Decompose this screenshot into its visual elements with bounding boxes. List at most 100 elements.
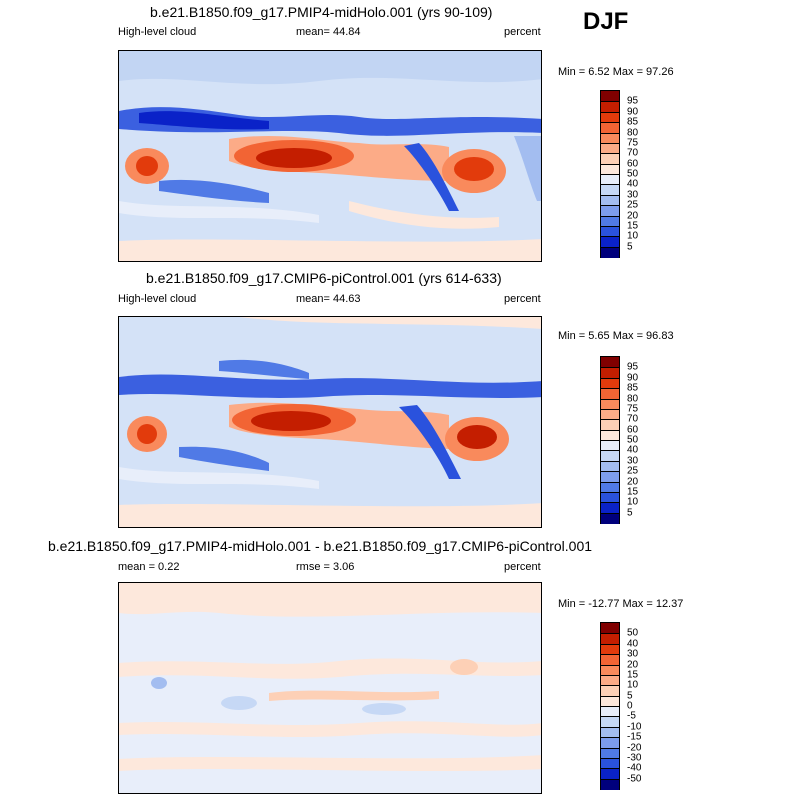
colorbar-label: 90 bbox=[627, 372, 639, 384]
colorbar-tick bbox=[601, 654, 619, 656]
colorbar-tick bbox=[601, 246, 619, 248]
panel-2-variable-label: High-level cloud bbox=[118, 293, 197, 305]
colorbar-label: 0 bbox=[627, 700, 633, 712]
colorbar-label: 75 bbox=[627, 137, 639, 149]
colorbar-label: 70 bbox=[627, 147, 639, 159]
colorbar-tick bbox=[601, 633, 619, 635]
colorbar-label: 95 bbox=[627, 361, 639, 373]
colorbar-swatch bbox=[601, 654, 619, 665]
panel-2-units-label: percent bbox=[504, 293, 541, 305]
colorbar-swatch bbox=[601, 716, 619, 728]
colorbar-label: 30 bbox=[627, 189, 639, 201]
colorbar-label: 75 bbox=[627, 403, 639, 415]
colorbar-label: -20 bbox=[627, 742, 642, 753]
colorbar-label: 30 bbox=[627, 455, 639, 467]
colorbar-tick bbox=[601, 132, 619, 134]
colorbar-swatch bbox=[601, 460, 619, 472]
panel-1-field bbox=[119, 51, 541, 261]
panel-1-title: b.e21.B1850.f09_g17.PMIP4-midHolo.001 (y… bbox=[150, 4, 493, 20]
panel-1-map bbox=[118, 50, 542, 262]
colorbar-tick bbox=[601, 664, 619, 666]
colorbar-label: -30 bbox=[627, 752, 642, 764]
colorbar-tick bbox=[601, 737, 619, 739]
colorbar-label: 70 bbox=[627, 413, 639, 425]
colorbar-swatch bbox=[601, 101, 619, 113]
colorbar-label: 5 bbox=[627, 507, 633, 519]
colorbar-tick bbox=[601, 450, 619, 452]
colorbar-swatch bbox=[601, 481, 619, 493]
colorbar-label: 80 bbox=[627, 393, 639, 404]
colorbar-swatch bbox=[601, 633, 619, 645]
colorbar-swatch bbox=[601, 153, 619, 165]
panel-2-field bbox=[119, 317, 541, 527]
colorbar-swatch bbox=[601, 491, 619, 503]
colorbar-swatch bbox=[601, 194, 619, 206]
panel-1-units-label: percent bbox=[504, 26, 541, 38]
colorbar-tick bbox=[601, 367, 619, 369]
colorbar-tick bbox=[601, 163, 619, 165]
colorbar-tick bbox=[601, 716, 619, 718]
panel-3-min-max: Min = -12.77 Max = 12.37 bbox=[558, 598, 684, 610]
colorbar-tick bbox=[601, 205, 619, 207]
colorbar-swatch bbox=[601, 163, 619, 175]
colorbar-swatch bbox=[601, 685, 619, 697]
colorbar-label: 60 bbox=[627, 424, 639, 436]
colorbar-tick bbox=[601, 481, 619, 483]
colorbar-label: 85 bbox=[627, 116, 639, 128]
colorbar-tick bbox=[601, 643, 619, 645]
panel-1-min-max: Min = 6.52 Max = 97.26 bbox=[558, 66, 674, 78]
colorbar-swatch bbox=[601, 502, 619, 514]
colorbar-swatch bbox=[601, 122, 619, 133]
colorbar-tick bbox=[601, 695, 619, 697]
colorbar-label: 95 bbox=[627, 95, 639, 107]
colorbar-swatch bbox=[601, 111, 619, 123]
colorbar-tick bbox=[601, 419, 619, 421]
colorbar-swatch bbox=[601, 142, 619, 154]
colorbar-swatch bbox=[601, 664, 619, 676]
colorbar-swatch bbox=[601, 215, 619, 227]
colorbar-swatch bbox=[601, 674, 619, 686]
colorbar-tick bbox=[601, 674, 619, 676]
panel-2-map bbox=[118, 316, 542, 528]
colorbar-label: 40 bbox=[627, 178, 639, 190]
colorbar-label: 20 bbox=[627, 210, 639, 221]
colorbar-swatch bbox=[601, 205, 619, 216]
panel-3-mean-label: mean = 0.22 bbox=[118, 561, 180, 573]
colorbar-label: -50 bbox=[627, 773, 642, 785]
colorbar-label: 90 bbox=[627, 106, 639, 118]
colorbar-swatch bbox=[601, 429, 619, 441]
colorbar-swatch bbox=[601, 367, 619, 379]
colorbar-swatch bbox=[601, 419, 619, 431]
colorbar-label: 5 bbox=[627, 690, 633, 702]
colorbar-label: 85 bbox=[627, 382, 639, 394]
colorbar-tick bbox=[601, 236, 619, 238]
colorbar-label: 20 bbox=[627, 659, 639, 670]
colorbar-tick bbox=[601, 408, 619, 410]
colorbar-tick bbox=[601, 398, 619, 400]
colorbar-tick bbox=[601, 101, 619, 103]
colorbar-tick bbox=[601, 706, 619, 707]
colorbar-tick bbox=[601, 747, 619, 749]
colorbar-label: 20 bbox=[627, 476, 639, 487]
colorbar-label: -5 bbox=[627, 710, 636, 722]
panel-1-variable-label: High-level cloud bbox=[118, 26, 197, 38]
colorbar-label: 50 bbox=[627, 168, 639, 180]
colorbar-swatch bbox=[601, 377, 619, 389]
colorbar-swatch bbox=[601, 174, 619, 185]
colorbar-label: 25 bbox=[627, 465, 639, 477]
colorbar-swatch bbox=[601, 132, 619, 144]
colorbar-swatch bbox=[601, 398, 619, 410]
colorbar-swatch bbox=[601, 440, 619, 451]
colorbar-swatch bbox=[601, 357, 619, 368]
colorbar-label: 50 bbox=[627, 627, 639, 639]
colorbar-tick bbox=[601, 429, 619, 431]
colorbar-label: -10 bbox=[627, 721, 642, 733]
colorbar-swatch bbox=[601, 236, 619, 248]
colorbar-tick bbox=[601, 440, 619, 441]
colorbar-tick bbox=[601, 184, 619, 186]
panel-1-colorbar bbox=[600, 90, 620, 258]
colorbar-swatch bbox=[601, 512, 619, 524]
colorbar-tick bbox=[601, 768, 619, 770]
colorbar-label: 80 bbox=[627, 127, 639, 138]
colorbar-swatch bbox=[601, 184, 619, 196]
